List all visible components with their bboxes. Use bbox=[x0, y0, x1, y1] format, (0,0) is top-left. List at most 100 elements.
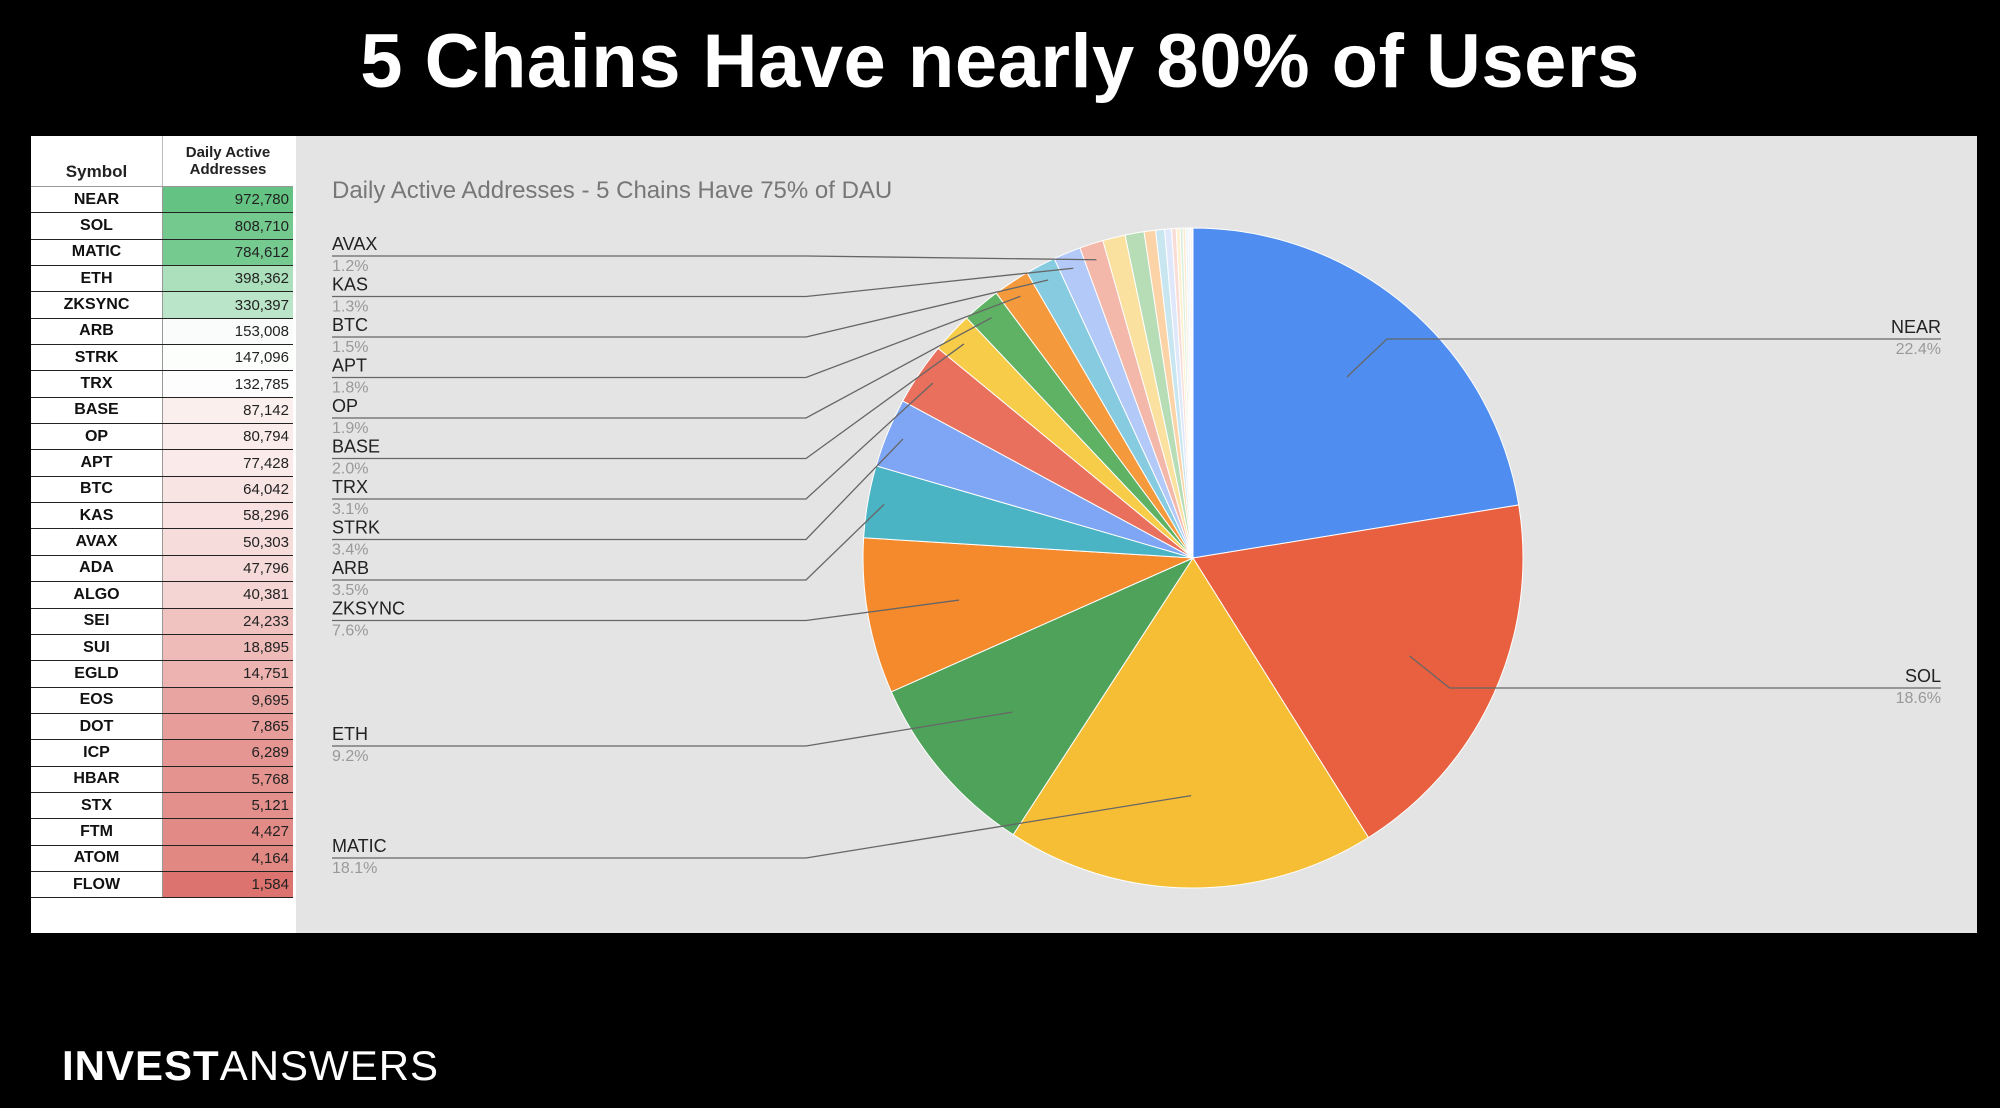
header-value-line1: Daily Active bbox=[185, 144, 271, 161]
cell-value: 64,042 bbox=[163, 476, 293, 503]
cell-value: 153,008 bbox=[163, 318, 293, 345]
callout-pct-base: 2.0% bbox=[332, 461, 368, 478]
cell-symbol: ALGO bbox=[31, 582, 163, 608]
callout-line-btc bbox=[332, 279, 1049, 338]
table-row: SOL 808,710 bbox=[31, 213, 293, 240]
cell-value: 7,865 bbox=[163, 713, 293, 740]
cell-symbol: MATIC bbox=[31, 239, 163, 266]
callout-line-sol bbox=[1409, 655, 1941, 689]
table-row: AVAX 50,303 bbox=[31, 529, 293, 556]
table-row: EGLD 14,751 bbox=[31, 661, 293, 688]
chart-title: Daily Active Addresses - 5 Chains Have 7… bbox=[332, 177, 892, 204]
cell-symbol: ADA bbox=[31, 555, 163, 582]
cell-symbol: DOT bbox=[31, 713, 163, 740]
table-body: NEAR 972,780 SOL 808,710 MATIC 784,612 ETH 398,… bbox=[31, 187, 293, 899]
callout-label-apt: APT bbox=[332, 356, 367, 376]
cell-symbol: SUI bbox=[31, 634, 163, 661]
table-row: BTC 64,042 bbox=[31, 476, 293, 504]
brand-part2: ANSWERS bbox=[219, 1042, 440, 1089]
callout-line-matic bbox=[332, 794, 1192, 859]
callout-label-btc: BTC bbox=[332, 315, 368, 335]
table-row: ICP 6,289 bbox=[31, 740, 293, 767]
cell-symbol: ICP bbox=[31, 740, 163, 766]
cell-symbol: STX bbox=[31, 792, 163, 819]
table-row: SUI 18,895 bbox=[31, 634, 293, 662]
callout-line-apt bbox=[332, 295, 1021, 379]
callout-line-kas bbox=[332, 267, 1074, 298]
brand-part1: INVEST bbox=[62, 1042, 220, 1089]
cell-symbol: AVAX bbox=[31, 529, 163, 555]
pie-slice-eth bbox=[890, 556, 1195, 836]
table-row: ALGO 40,381 bbox=[31, 582, 293, 609]
cell-symbol: KAS bbox=[31, 503, 163, 529]
callout-pct-strk: 3.4% bbox=[332, 542, 368, 559]
callout-pct-kas: 1.3% bbox=[332, 299, 368, 316]
pie-slice-matic bbox=[1012, 557, 1370, 889]
cell-symbol: HBAR bbox=[31, 766, 163, 792]
cell-symbol: FTM bbox=[31, 819, 163, 845]
callout-label-trx: TRX bbox=[332, 477, 368, 497]
cell-value: 9,695 bbox=[163, 687, 293, 713]
cell-symbol: ETH bbox=[31, 266, 163, 292]
cell-value: 18,895 bbox=[163, 634, 293, 661]
pie-slice-flow bbox=[1191, 227, 1194, 559]
table-row: BASE 87,142 bbox=[31, 397, 293, 425]
cell-symbol: SEI bbox=[31, 608, 163, 634]
header-daily-active-addresses: Daily Active Addresses bbox=[163, 136, 293, 186]
pie-chart: Daily Active Addresses - 5 Chains Have 7… bbox=[332, 177, 1941, 889]
cell-symbol: NEAR bbox=[31, 187, 163, 213]
callout-label-sol: SOL bbox=[1905, 666, 1941, 686]
cell-value: 40,381 bbox=[163, 582, 293, 608]
table-row: EOS 9,695 bbox=[31, 687, 293, 714]
callout-label-zksync: ZKSYNC bbox=[332, 599, 405, 619]
callout-line-eth bbox=[332, 711, 1013, 747]
callout-pct-avax: 1.2% bbox=[332, 258, 368, 275]
callout-line-strk bbox=[332, 438, 904, 541]
callout-label-near: NEAR bbox=[1891, 317, 1941, 337]
callout-label-avax: AVAX bbox=[332, 234, 377, 254]
cell-value: 972,780 bbox=[163, 187, 293, 213]
pie-slice-zksync bbox=[862, 537, 1194, 693]
cell-symbol: SOL bbox=[31, 213, 163, 239]
callout-pct-matic: 18.1% bbox=[332, 860, 377, 877]
callout-line-op bbox=[332, 317, 992, 419]
cell-value: 808,710 bbox=[163, 213, 293, 239]
cell-symbol: EOS bbox=[31, 687, 163, 713]
pie-slice-sol bbox=[1192, 504, 1524, 839]
table-row: MATIC 784,612 bbox=[31, 239, 293, 267]
cell-value: 784,612 bbox=[163, 239, 293, 266]
cell-symbol: ARB bbox=[31, 318, 163, 345]
cell-value: 5,121 bbox=[163, 792, 293, 819]
callout-label-eth: ETH bbox=[332, 724, 368, 744]
table-row: FTM 4,427 bbox=[31, 819, 293, 846]
cell-value: 147,096 bbox=[163, 345, 293, 371]
callout-line-zksync bbox=[332, 599, 960, 622]
cell-symbol: BASE bbox=[31, 397, 163, 424]
cell-symbol: BTC bbox=[31, 476, 163, 503]
callout-label-arb: ARB bbox=[332, 558, 369, 578]
dau-table: Symbol Daily Active Addresses NEAR 972,78… bbox=[31, 136, 293, 899]
headline-title: 5 Chains Have nearly 80% of Users bbox=[360, 19, 1640, 104]
cell-symbol: OP bbox=[31, 424, 163, 450]
table-row: ETH 398,362 bbox=[31, 266, 293, 293]
pie-chart-area: Daily Active Addresses - 5 Chains Have 7… bbox=[296, 136, 1977, 933]
cell-value: 6,289 bbox=[163, 740, 293, 766]
cell-value: 132,785 bbox=[163, 371, 293, 397]
cell-value: 4,164 bbox=[163, 845, 293, 871]
pie-slice-near bbox=[1192, 227, 1520, 559]
table-row: ZKSYNC 330,397 bbox=[31, 292, 293, 319]
table-row: ARB 153,008 bbox=[31, 318, 293, 346]
table-row: APT 77,428 bbox=[31, 450, 293, 477]
brand-logo: INVESTANSWERS bbox=[62, 1042, 439, 1090]
cell-value: 80,794 bbox=[163, 424, 293, 450]
cell-value: 58,296 bbox=[163, 503, 293, 529]
callout-pct-trx: 3.1% bbox=[332, 501, 368, 518]
table-row: NEAR 972,780 bbox=[31, 187, 293, 214]
cell-symbol: APT bbox=[31, 450, 163, 476]
cell-symbol: STRK bbox=[31, 345, 163, 371]
cell-symbol: EGLD bbox=[31, 661, 163, 687]
callout-line-avax bbox=[332, 255, 1097, 261]
cell-symbol: ATOM bbox=[31, 845, 163, 871]
table-row: OP 80,794 bbox=[31, 424, 293, 451]
cell-value: 4,427 bbox=[163, 819, 293, 845]
